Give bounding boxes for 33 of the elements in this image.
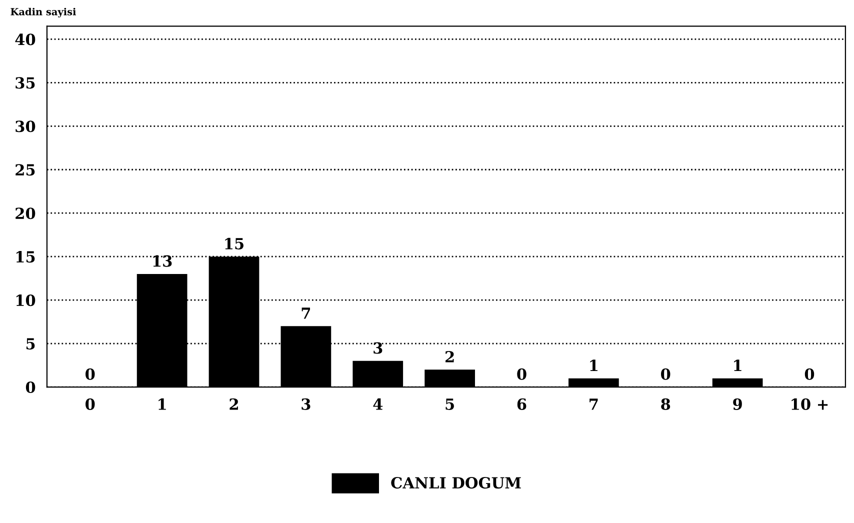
y-tick-label: 15 xyxy=(16,251,35,263)
data-label: 1 xyxy=(590,360,598,371)
data-label: 13 xyxy=(153,255,172,267)
data-label: 0 xyxy=(86,368,95,380)
x-tick-label: 9 xyxy=(733,398,742,410)
data-label: 1 xyxy=(734,360,742,371)
y-tick-label: 20 xyxy=(16,208,36,220)
data-label: 3 xyxy=(374,342,382,354)
x-tick-label: 10 + xyxy=(792,398,828,410)
x-tick-label: 8 xyxy=(661,398,670,410)
y-tick-label: 5 xyxy=(26,338,35,350)
x-tick-label: 3 xyxy=(302,398,310,410)
data-label: 0 xyxy=(661,368,670,380)
data-label: 0 xyxy=(804,368,814,380)
data-label: 7 xyxy=(302,308,310,319)
y-tick-label: 25 xyxy=(16,164,35,176)
x-tick-label: 4 xyxy=(373,398,383,410)
data-label: 15 xyxy=(225,238,244,250)
x-tick-label: 7 xyxy=(590,398,598,410)
legend-label: CANLI DOGUM xyxy=(391,477,521,489)
y-tick-label: 10 xyxy=(16,294,36,306)
y-tick-label: 0 xyxy=(26,381,36,394)
y-tick-label: 35 xyxy=(16,77,35,89)
x-tick-label: 5 xyxy=(446,398,454,410)
x-tick-label: 0 xyxy=(86,398,95,410)
x-tick-label: 2 xyxy=(230,398,238,410)
x-tick-label: 1 xyxy=(158,398,166,410)
y-axis-title: Kadin sayisi xyxy=(10,8,76,18)
data-label: 2 xyxy=(446,350,454,362)
y-tick-label: 30 xyxy=(16,120,36,132)
data-label: 0 xyxy=(517,368,526,380)
y-tick-label: 40 xyxy=(15,34,36,46)
x-tick-label: 6 xyxy=(517,398,526,410)
